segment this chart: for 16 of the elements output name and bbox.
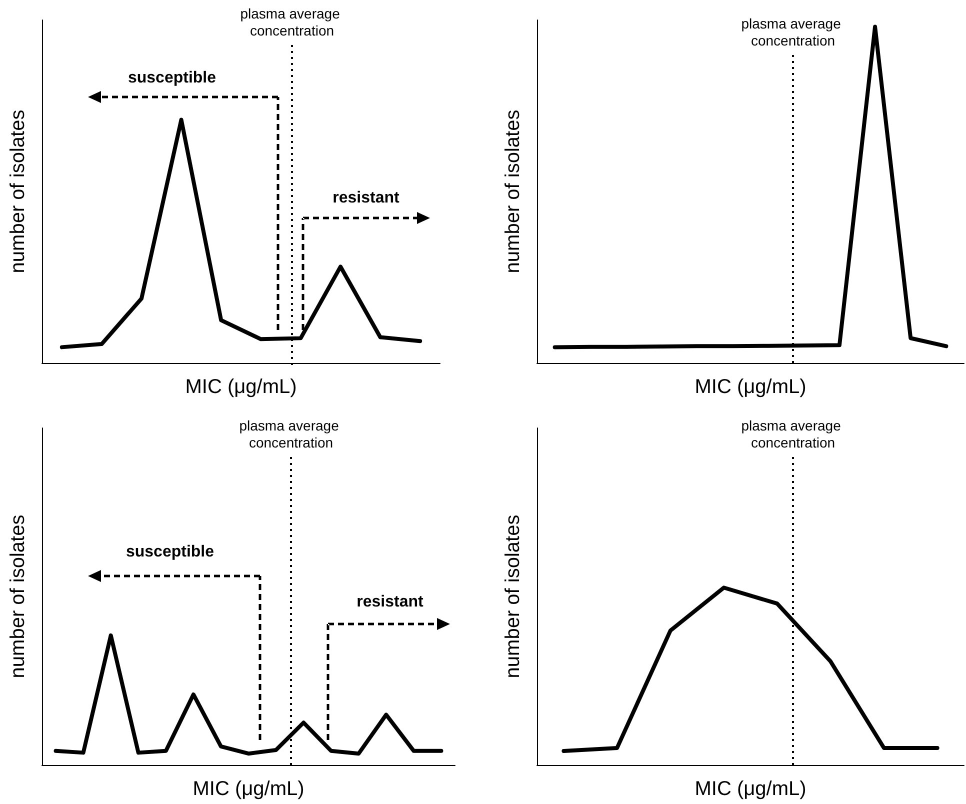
text: plasma average concentration: [239, 418, 339, 450]
x-axis-title: MIC (μg/mL): [694, 778, 806, 800]
text: plasma average concentration: [741, 16, 841, 48]
text: plasma average concentration: [741, 418, 841, 450]
annotation: resistant: [332, 190, 400, 206]
x-axis-title: MIC (μg/mL): [192, 778, 304, 800]
text: susceptible: [126, 544, 214, 560]
y-axis-title: number of isolates: [7, 514, 29, 678]
text: plasma average concentration: [240, 6, 340, 38]
y-axis-title: number of isolates: [502, 110, 524, 274]
text: resistant: [356, 594, 424, 610]
y-axis-title: number of isolates: [502, 514, 524, 678]
text: susceptible: [128, 70, 216, 86]
y-axis-title: number of isolates: [7, 110, 29, 274]
x-axis-title: MIC (μg/mL): [185, 376, 297, 398]
x-axis-title: MIC (μg/mL): [694, 376, 806, 398]
